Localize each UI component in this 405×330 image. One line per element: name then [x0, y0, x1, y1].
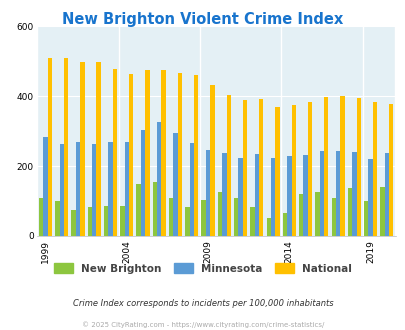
Bar — [124, 142, 129, 236]
Bar — [152, 182, 157, 236]
Bar — [286, 156, 291, 236]
Bar — [189, 144, 194, 236]
Bar — [331, 198, 335, 236]
Bar — [145, 70, 149, 236]
Bar — [347, 188, 351, 236]
Bar — [258, 99, 263, 236]
Text: © 2025 CityRating.com - https://www.cityrating.com/crime-statistics/: © 2025 CityRating.com - https://www.city… — [82, 322, 323, 328]
Bar — [351, 152, 356, 236]
Bar — [168, 198, 173, 236]
Bar — [372, 102, 376, 236]
Bar — [323, 97, 328, 236]
Bar — [303, 155, 307, 236]
Bar — [141, 130, 145, 236]
Text: New Brighton Violent Crime Index: New Brighton Violent Crime Index — [62, 12, 343, 26]
Bar — [282, 213, 286, 236]
Bar — [270, 158, 275, 236]
Bar — [217, 192, 222, 236]
Bar — [339, 96, 344, 236]
Legend: New Brighton, Minnesota, National: New Brighton, Minnesota, National — [54, 263, 351, 274]
Bar — [356, 98, 360, 236]
Bar — [64, 58, 68, 236]
Bar — [254, 154, 258, 236]
Bar — [96, 62, 100, 236]
Bar — [104, 206, 108, 236]
Bar — [384, 153, 388, 236]
Bar — [47, 58, 52, 236]
Bar — [368, 159, 372, 236]
Bar — [266, 218, 270, 236]
Bar — [249, 207, 254, 236]
Bar — [226, 94, 230, 236]
Bar — [205, 150, 210, 236]
Bar — [39, 198, 43, 236]
Bar — [242, 100, 247, 236]
Bar — [388, 104, 392, 236]
Bar — [129, 74, 133, 236]
Bar — [136, 184, 141, 236]
Bar — [55, 201, 60, 236]
Bar — [161, 70, 166, 236]
Bar — [307, 102, 311, 236]
Bar — [201, 200, 205, 236]
Bar — [71, 211, 76, 236]
Bar — [113, 69, 117, 236]
Bar — [238, 158, 242, 236]
Bar — [233, 198, 238, 236]
Bar — [319, 151, 323, 236]
Bar — [173, 133, 177, 236]
Bar — [108, 142, 113, 236]
Bar — [210, 85, 214, 236]
Bar — [76, 142, 80, 236]
Text: Crime Index corresponds to incidents per 100,000 inhabitants: Crime Index corresponds to incidents per… — [72, 299, 333, 308]
Bar — [80, 62, 84, 236]
Bar — [177, 73, 182, 236]
Bar — [185, 207, 189, 236]
Bar — [379, 187, 384, 236]
Bar — [298, 194, 303, 236]
Bar — [315, 192, 319, 236]
Bar — [87, 207, 92, 236]
Bar — [92, 144, 96, 236]
Bar — [194, 75, 198, 236]
Bar — [291, 105, 295, 236]
Bar — [157, 122, 161, 236]
Bar — [275, 108, 279, 236]
Bar — [120, 206, 124, 236]
Bar — [335, 151, 339, 236]
Bar — [363, 201, 368, 236]
Bar — [222, 153, 226, 236]
Bar — [60, 145, 64, 236]
Bar — [43, 137, 47, 236]
